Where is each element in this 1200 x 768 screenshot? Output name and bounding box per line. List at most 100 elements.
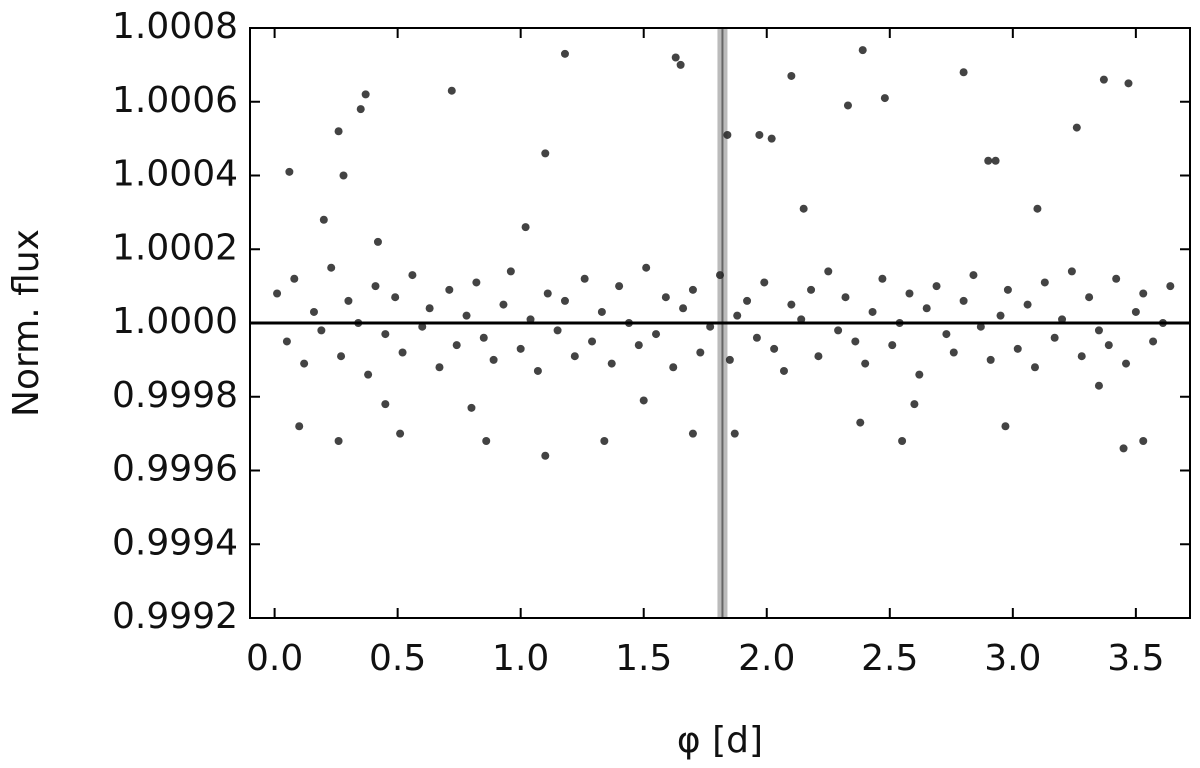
data-point xyxy=(752,333,761,342)
data-point xyxy=(273,289,282,298)
data-point xyxy=(371,282,380,291)
y-tick-label: 1.0004 xyxy=(112,154,238,195)
data-point xyxy=(418,322,427,331)
data-point xyxy=(391,293,400,302)
data-point xyxy=(984,156,993,165)
data-point xyxy=(1122,359,1131,368)
data-point xyxy=(922,304,931,313)
x-tick-label: 2.5 xyxy=(861,638,918,679)
data-point xyxy=(327,263,336,272)
data-point xyxy=(607,359,616,368)
data-point xyxy=(452,341,461,350)
data-point xyxy=(543,289,552,298)
data-point xyxy=(730,429,739,438)
data-point xyxy=(462,311,471,320)
data-point xyxy=(361,90,370,99)
data-point xyxy=(337,352,346,361)
data-point xyxy=(814,352,823,361)
data-point xyxy=(661,293,670,302)
data-point xyxy=(1139,289,1148,298)
data-point xyxy=(570,352,579,361)
data-point xyxy=(779,366,788,375)
data-point xyxy=(553,326,562,335)
data-point xyxy=(290,274,299,283)
data-point xyxy=(425,304,434,313)
data-point xyxy=(521,223,530,232)
y-tick-label: 1.0006 xyxy=(112,80,238,121)
data-point xyxy=(949,348,958,357)
data-point xyxy=(588,337,597,346)
data-point xyxy=(600,437,609,445)
x-tick-label: 1.5 xyxy=(615,638,672,679)
plot-frame xyxy=(249,27,1191,619)
data-point xyxy=(533,366,542,375)
data-point xyxy=(1094,381,1103,390)
data-point xyxy=(799,204,808,213)
x-tick-label: 0.0 xyxy=(246,638,303,679)
data-point xyxy=(969,271,978,280)
data-point xyxy=(755,130,764,139)
data-point xyxy=(344,296,353,305)
data-point xyxy=(482,437,491,445)
data-point xyxy=(797,315,806,324)
data-point xyxy=(861,359,870,368)
data-point xyxy=(807,285,816,294)
data-point xyxy=(364,370,373,379)
data-point xyxy=(541,451,550,460)
data-point xyxy=(634,341,643,350)
x-tick-label: 3.0 xyxy=(984,638,1041,679)
y-tick-label: 1.0002 xyxy=(112,227,238,268)
data-point xyxy=(398,348,407,357)
data-point xyxy=(787,300,796,309)
data-point xyxy=(1033,204,1042,213)
data-point xyxy=(767,134,776,143)
data-point xyxy=(472,278,481,287)
y-tick-label: 0.9998 xyxy=(112,375,238,416)
data-point xyxy=(679,304,688,313)
data-point xyxy=(743,296,752,305)
data-point xyxy=(898,437,907,445)
data-point xyxy=(560,296,569,305)
data-point xyxy=(339,171,348,180)
data-point xyxy=(1023,300,1032,309)
data-point xyxy=(639,396,648,405)
data-point xyxy=(597,307,606,316)
y-tick-label: 0.9992 xyxy=(112,596,238,637)
data-point xyxy=(1030,363,1039,372)
data-point xyxy=(526,315,535,324)
data-point xyxy=(688,429,697,438)
data-point xyxy=(396,429,405,438)
data-point xyxy=(1085,293,1094,302)
data-point xyxy=(499,300,508,309)
data-point xyxy=(445,285,454,294)
data-point xyxy=(356,105,365,114)
data-point xyxy=(932,282,941,291)
x-tick-label: 0.5 xyxy=(369,638,426,679)
data-point xyxy=(1094,326,1103,335)
data-point xyxy=(479,333,488,342)
y-axis-label: Norm. flux xyxy=(6,229,47,417)
data-point xyxy=(282,337,291,346)
data-point xyxy=(1072,123,1081,132)
data-point xyxy=(834,326,843,335)
data-point xyxy=(467,403,476,412)
data-point xyxy=(1166,282,1175,291)
data-point xyxy=(319,215,328,224)
data-point xyxy=(878,274,887,283)
data-point xyxy=(688,285,697,294)
data-point xyxy=(996,311,1005,320)
y-tick-label: 0.9994 xyxy=(112,522,238,563)
data-point xyxy=(671,53,680,62)
data-point xyxy=(1119,444,1128,453)
data-point xyxy=(1139,437,1148,445)
data-point xyxy=(676,60,685,69)
data-point xyxy=(856,418,865,427)
data-point xyxy=(851,337,860,346)
data-point xyxy=(652,330,661,339)
data-point xyxy=(1013,344,1022,353)
data-point xyxy=(696,348,705,357)
data-point xyxy=(1124,79,1133,88)
data-point xyxy=(334,437,343,445)
data-point xyxy=(1112,274,1121,283)
